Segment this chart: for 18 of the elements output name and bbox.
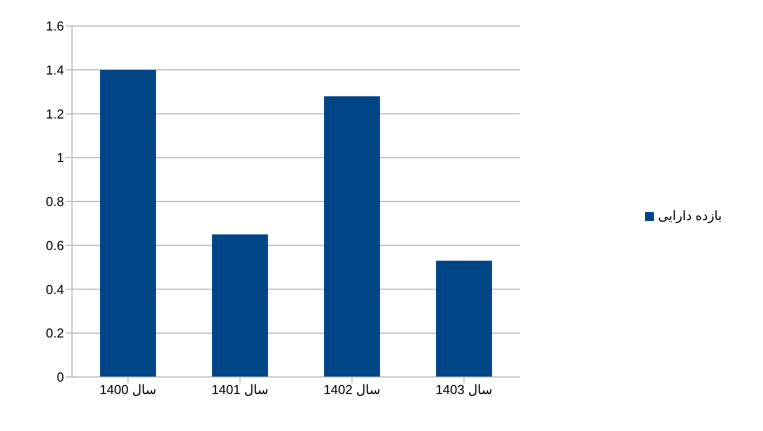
y-tick-label: 0.6 bbox=[46, 238, 64, 253]
y-tick-label: 1 bbox=[56, 150, 64, 166]
y-tick-label: 0.8 bbox=[46, 194, 64, 210]
bar bbox=[100, 70, 156, 377]
y-tick-label: 0.2 bbox=[46, 326, 64, 341]
x-tick-label: سال 1402 bbox=[324, 382, 380, 398]
x-tick-label: سال 1403 bbox=[436, 382, 492, 398]
y-tick-label: 0 bbox=[56, 370, 64, 385]
bar bbox=[324, 96, 380, 377]
y-tick-label: 0.4 bbox=[46, 282, 64, 297]
x-tick-label: سال 1401 bbox=[212, 382, 268, 398]
bar bbox=[212, 234, 268, 377]
x-tick-label: سال 1400 bbox=[100, 382, 156, 398]
y-tick-label: 1.4 bbox=[46, 62, 64, 78]
y-tick-label: 1.2 bbox=[46, 106, 64, 122]
bar bbox=[436, 260, 492, 377]
legend-label: بازده دارایی bbox=[658, 208, 722, 222]
y-tick-label: 1.6 bbox=[46, 18, 64, 34]
